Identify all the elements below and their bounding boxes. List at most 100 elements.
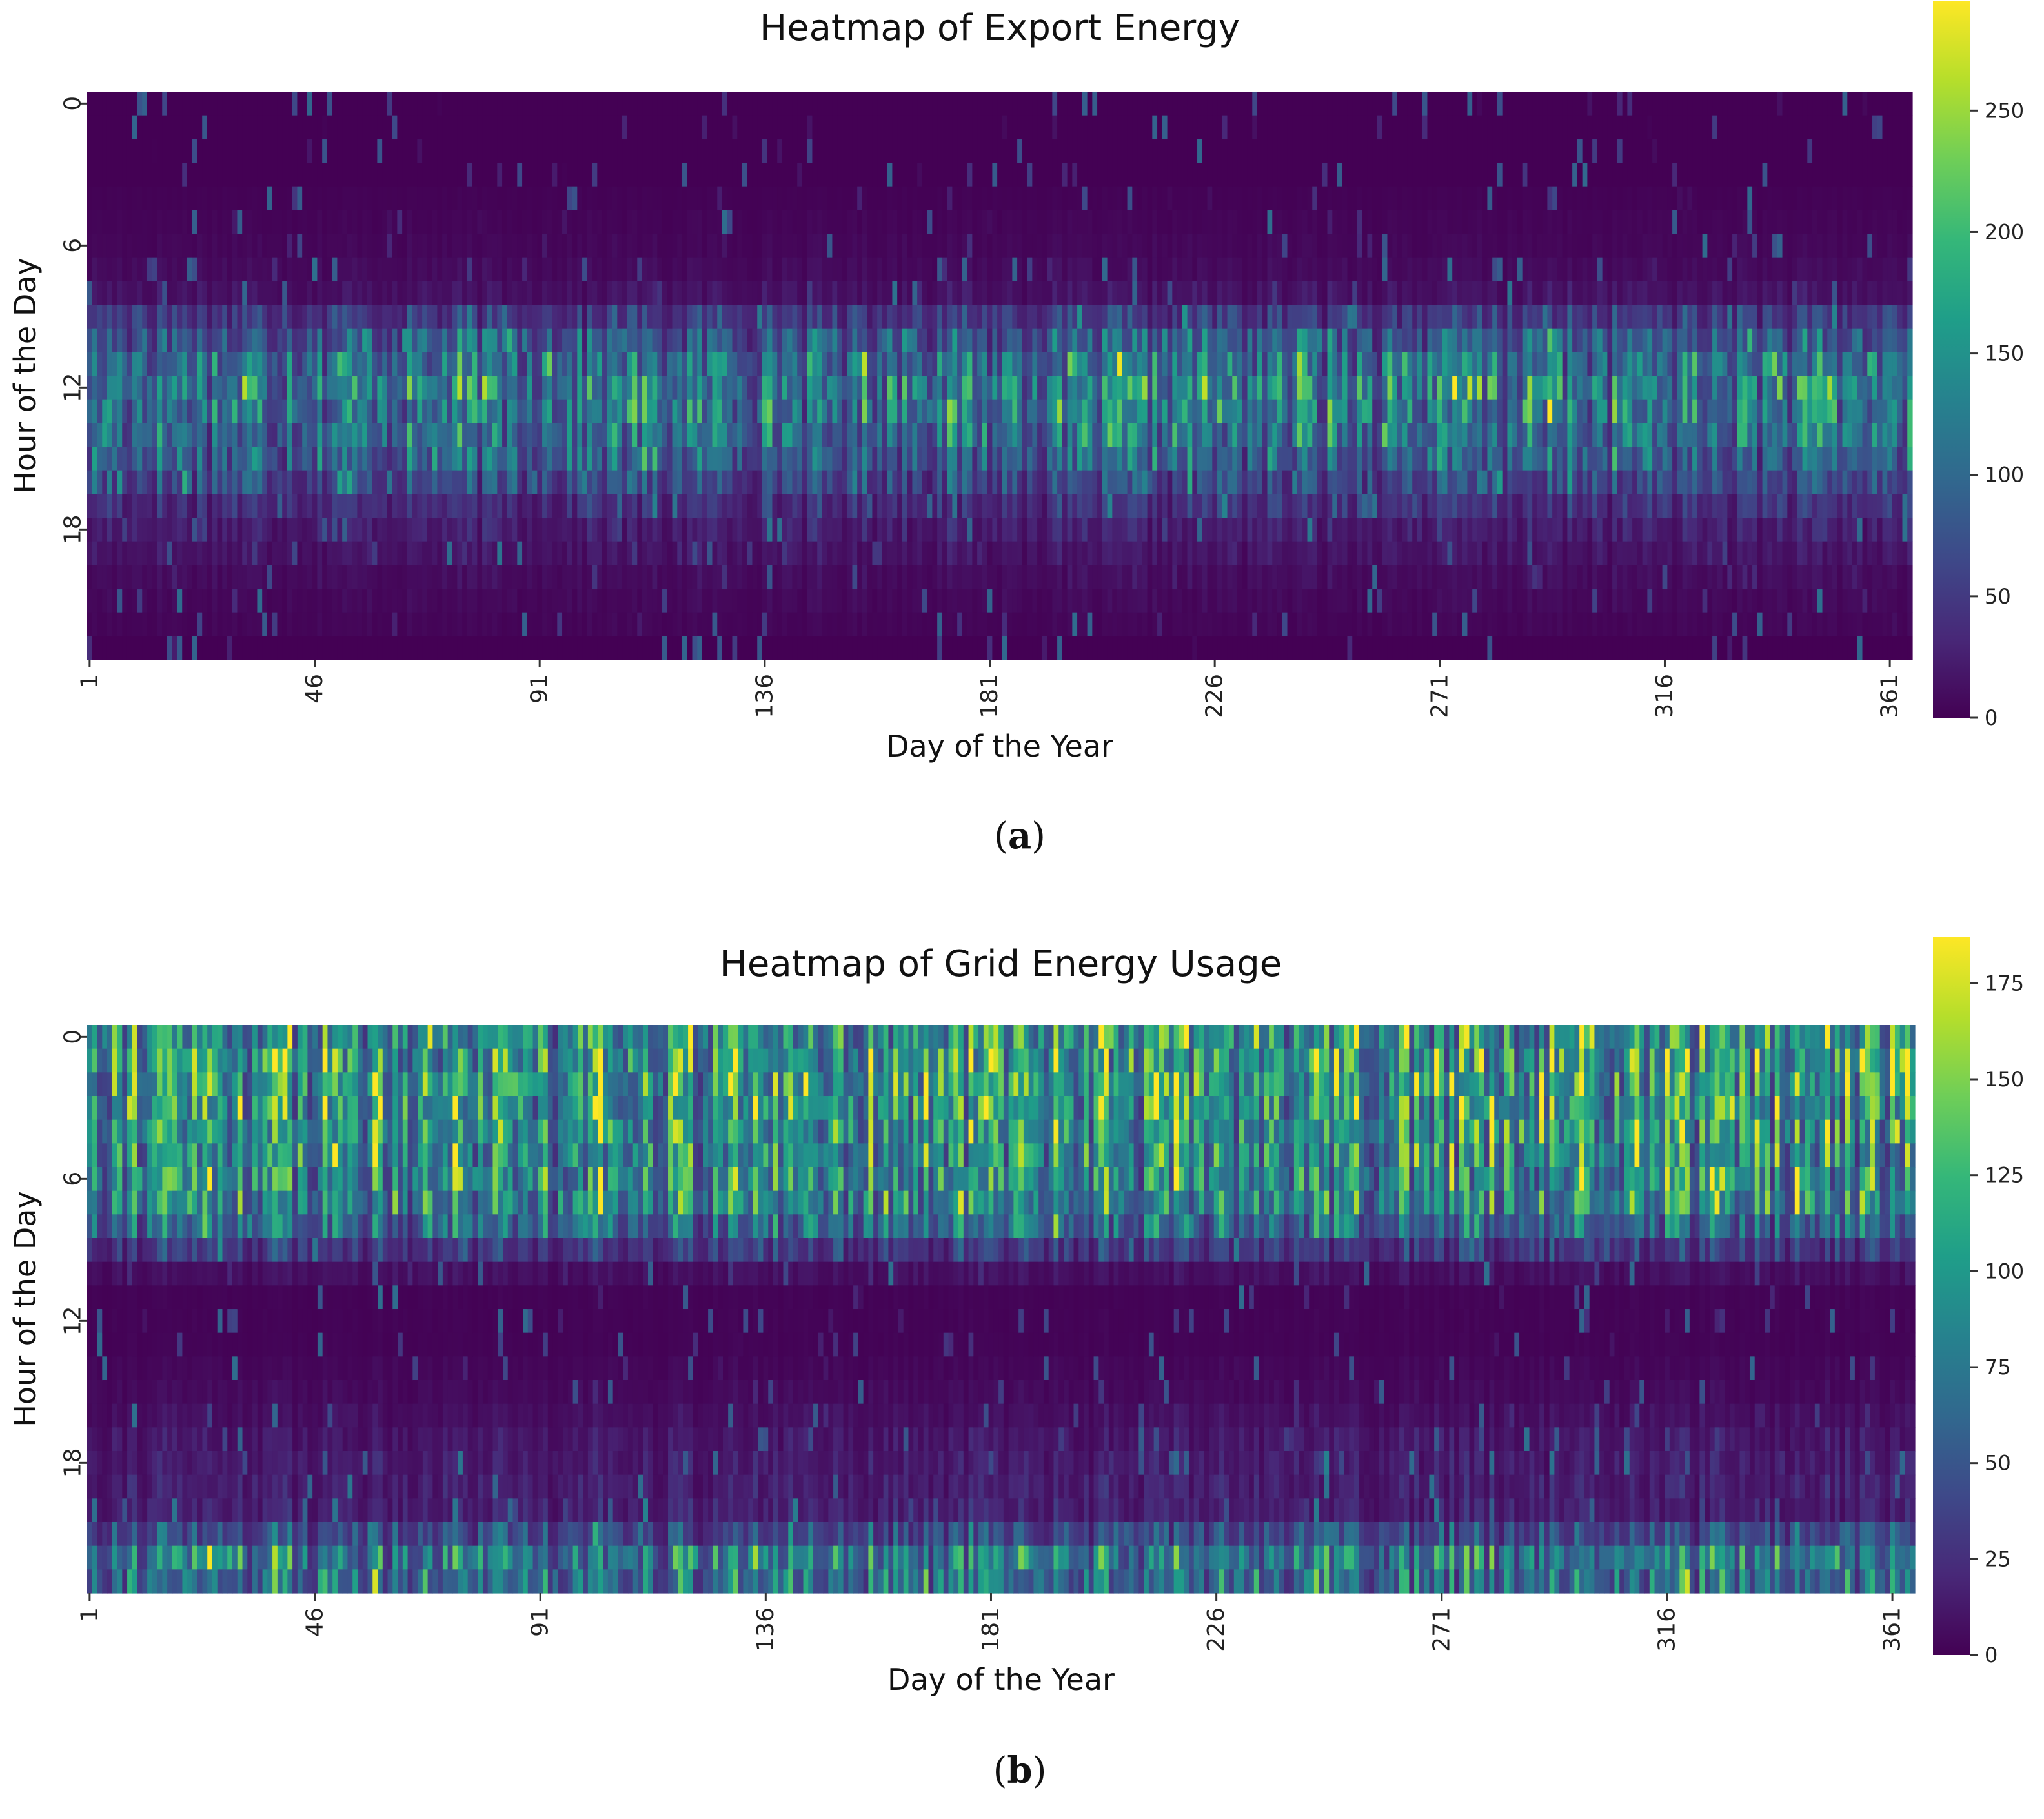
heatmap-cell <box>757 541 763 565</box>
heatmap-cell <box>1067 589 1073 613</box>
heatmap-cell <box>877 281 883 305</box>
heatmap-cell <box>457 518 463 542</box>
heatmap-cell <box>862 92 868 116</box>
heatmap-cell <box>632 163 638 187</box>
heatmap-cell <box>137 470 143 494</box>
heatmap-cell <box>602 163 608 187</box>
heatmap-cell <box>892 305 898 329</box>
heatmap-cell <box>452 447 458 471</box>
heatmap-cell <box>987 163 993 187</box>
heatmap-cell <box>937 305 943 329</box>
heatmap-cell <box>432 494 438 518</box>
heatmap-cell <box>337 139 343 163</box>
heatmap-cell <box>1077 257 1083 281</box>
heatmap-cell <box>277 210 283 234</box>
heatmap-cell <box>292 541 298 565</box>
heatmap-cell <box>367 565 373 589</box>
heatmap-cell <box>762 234 768 258</box>
heatmap-cell <box>152 541 158 565</box>
heatmap-cell <box>672 257 678 281</box>
heatmap-cell <box>297 234 303 258</box>
heatmap-cell <box>847 234 853 258</box>
heatmap-cell <box>232 328 238 352</box>
heatmap-cell <box>222 376 228 400</box>
heatmap-cell <box>437 115 443 139</box>
heatmap-cell <box>242 328 248 352</box>
heatmap-cell <box>282 399 288 423</box>
heatmap-cell <box>106 636 113 660</box>
heatmap-cell <box>517 163 523 187</box>
heatmap-cell <box>667 494 673 518</box>
heatmap-cell <box>962 423 968 447</box>
heatmap-cell <box>697 305 703 329</box>
heatmap-cell <box>317 281 323 305</box>
heatmap-cell <box>222 565 228 589</box>
heatmap-cell <box>192 423 198 447</box>
heatmap-cell <box>222 139 228 163</box>
heatmap-cell <box>237 163 243 187</box>
heatmap-cell <box>997 470 1003 494</box>
heatmap-cell <box>712 470 718 494</box>
heatmap-cell <box>917 163 923 187</box>
heatmap-cell <box>922 186 928 210</box>
heatmap-cell <box>87 257 93 281</box>
heatmap-cell <box>132 305 138 329</box>
heatmap-cell <box>737 328 743 352</box>
heatmap-cell <box>117 399 123 423</box>
heatmap-cell <box>677 139 683 163</box>
heatmap-cell <box>567 234 573 258</box>
heatmap-cell <box>1112 92 1118 116</box>
heatmap-cell <box>172 139 178 163</box>
heatmap-cell <box>932 636 938 660</box>
heatmap-cell <box>377 305 383 329</box>
heatmap-cell <box>972 447 978 471</box>
heatmap-cell <box>437 470 443 494</box>
heatmap-cell <box>622 305 628 329</box>
heatmap-cell <box>732 115 738 139</box>
heatmap-cell <box>892 470 898 494</box>
heatmap-cell <box>1067 281 1073 305</box>
heatmap-cell <box>642 234 648 258</box>
heatmap-cell <box>217 210 223 234</box>
heatmap-cell <box>392 352 398 376</box>
heatmap-cell <box>537 92 543 116</box>
heatmap-cell <box>827 234 833 258</box>
heatmap-cell <box>172 281 178 305</box>
heatmap-cell <box>862 518 868 542</box>
heatmap-cell <box>407 447 413 471</box>
heatmap-cell <box>102 139 108 163</box>
heatmap-cell <box>962 541 968 565</box>
heatmap-cell <box>922 541 928 565</box>
heatmap-cell <box>752 636 758 660</box>
heatmap-cell <box>1087 186 1093 210</box>
heatmap-cell <box>447 612 453 636</box>
heatmap-cell <box>477 115 483 139</box>
heatmap-cell <box>587 470 593 494</box>
heatmap-cell <box>172 494 178 518</box>
heatmap-cell <box>1077 163 1083 187</box>
heatmap-cell <box>117 541 123 565</box>
heatmap-cell <box>537 399 543 423</box>
heatmap-cell <box>1072 423 1078 447</box>
heatmap-cell <box>882 257 888 281</box>
heatmap-cell <box>477 589 483 613</box>
heatmap-cell <box>257 234 263 258</box>
heatmap-cell <box>512 210 518 234</box>
heatmap-cell <box>427 115 433 139</box>
heatmap-cell <box>252 328 258 352</box>
heatmap-cell <box>147 518 153 542</box>
heatmap-cell <box>1087 399 1093 423</box>
heatmap-cell <box>997 423 1003 447</box>
heatmap-cell <box>167 376 173 400</box>
heatmap-cell <box>637 92 643 116</box>
heatmap-cell <box>432 470 438 494</box>
heatmap-cell <box>902 234 908 258</box>
heatmap-cell <box>937 328 943 352</box>
heatmap-cell <box>192 518 198 542</box>
heatmap-cell <box>732 541 738 565</box>
heatmap-cell <box>577 139 583 163</box>
heatmap-cell <box>312 589 318 613</box>
heatmap-cell <box>267 328 273 352</box>
heatmap-cell <box>1122 423 1128 447</box>
heatmap-cell <box>667 565 673 589</box>
